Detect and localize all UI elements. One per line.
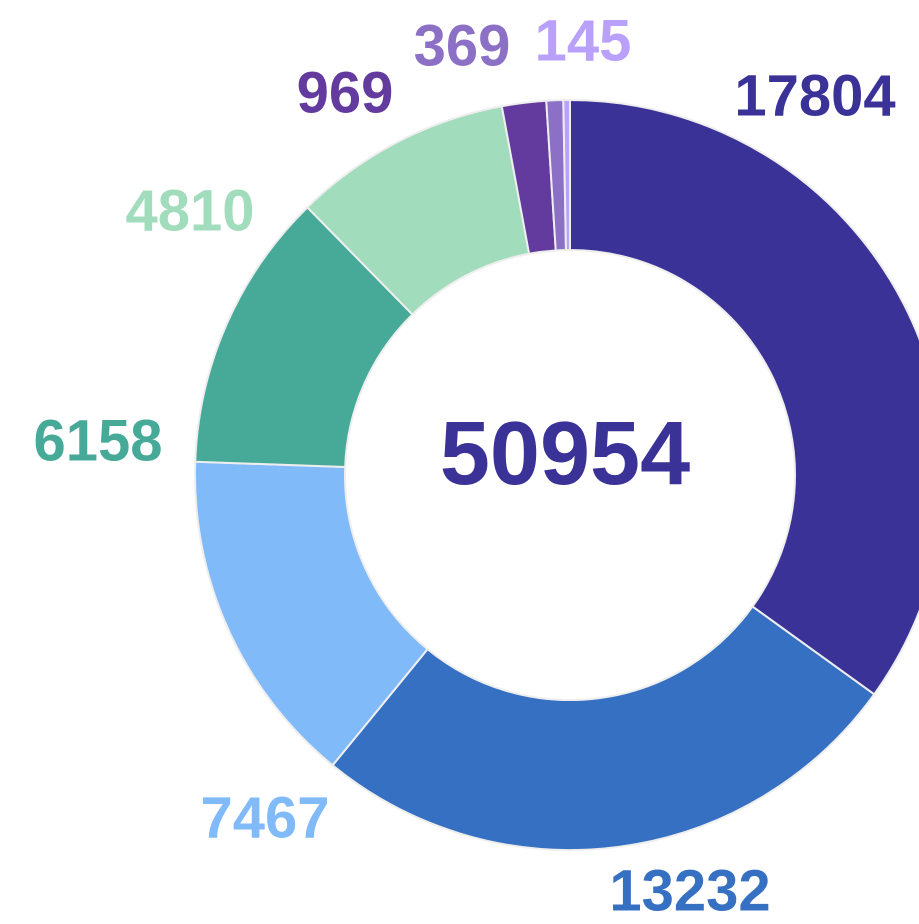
data-label: 369 [414, 13, 511, 78]
data-label: 969 [297, 60, 394, 125]
donut-slice [562, 98, 571, 252]
data-label: 17804 [734, 63, 895, 128]
donut-slice [569, 98, 919, 696]
data-label: 7467 [200, 785, 329, 850]
donut-slice [194, 460, 429, 767]
data-label: 145 [535, 8, 632, 73]
data-label: 6158 [33, 408, 162, 473]
data-label: 4810 [125, 178, 254, 243]
data-label: 13232 [609, 858, 770, 923]
center-total: 50954 [440, 404, 690, 504]
donut-slice [331, 605, 876, 851]
